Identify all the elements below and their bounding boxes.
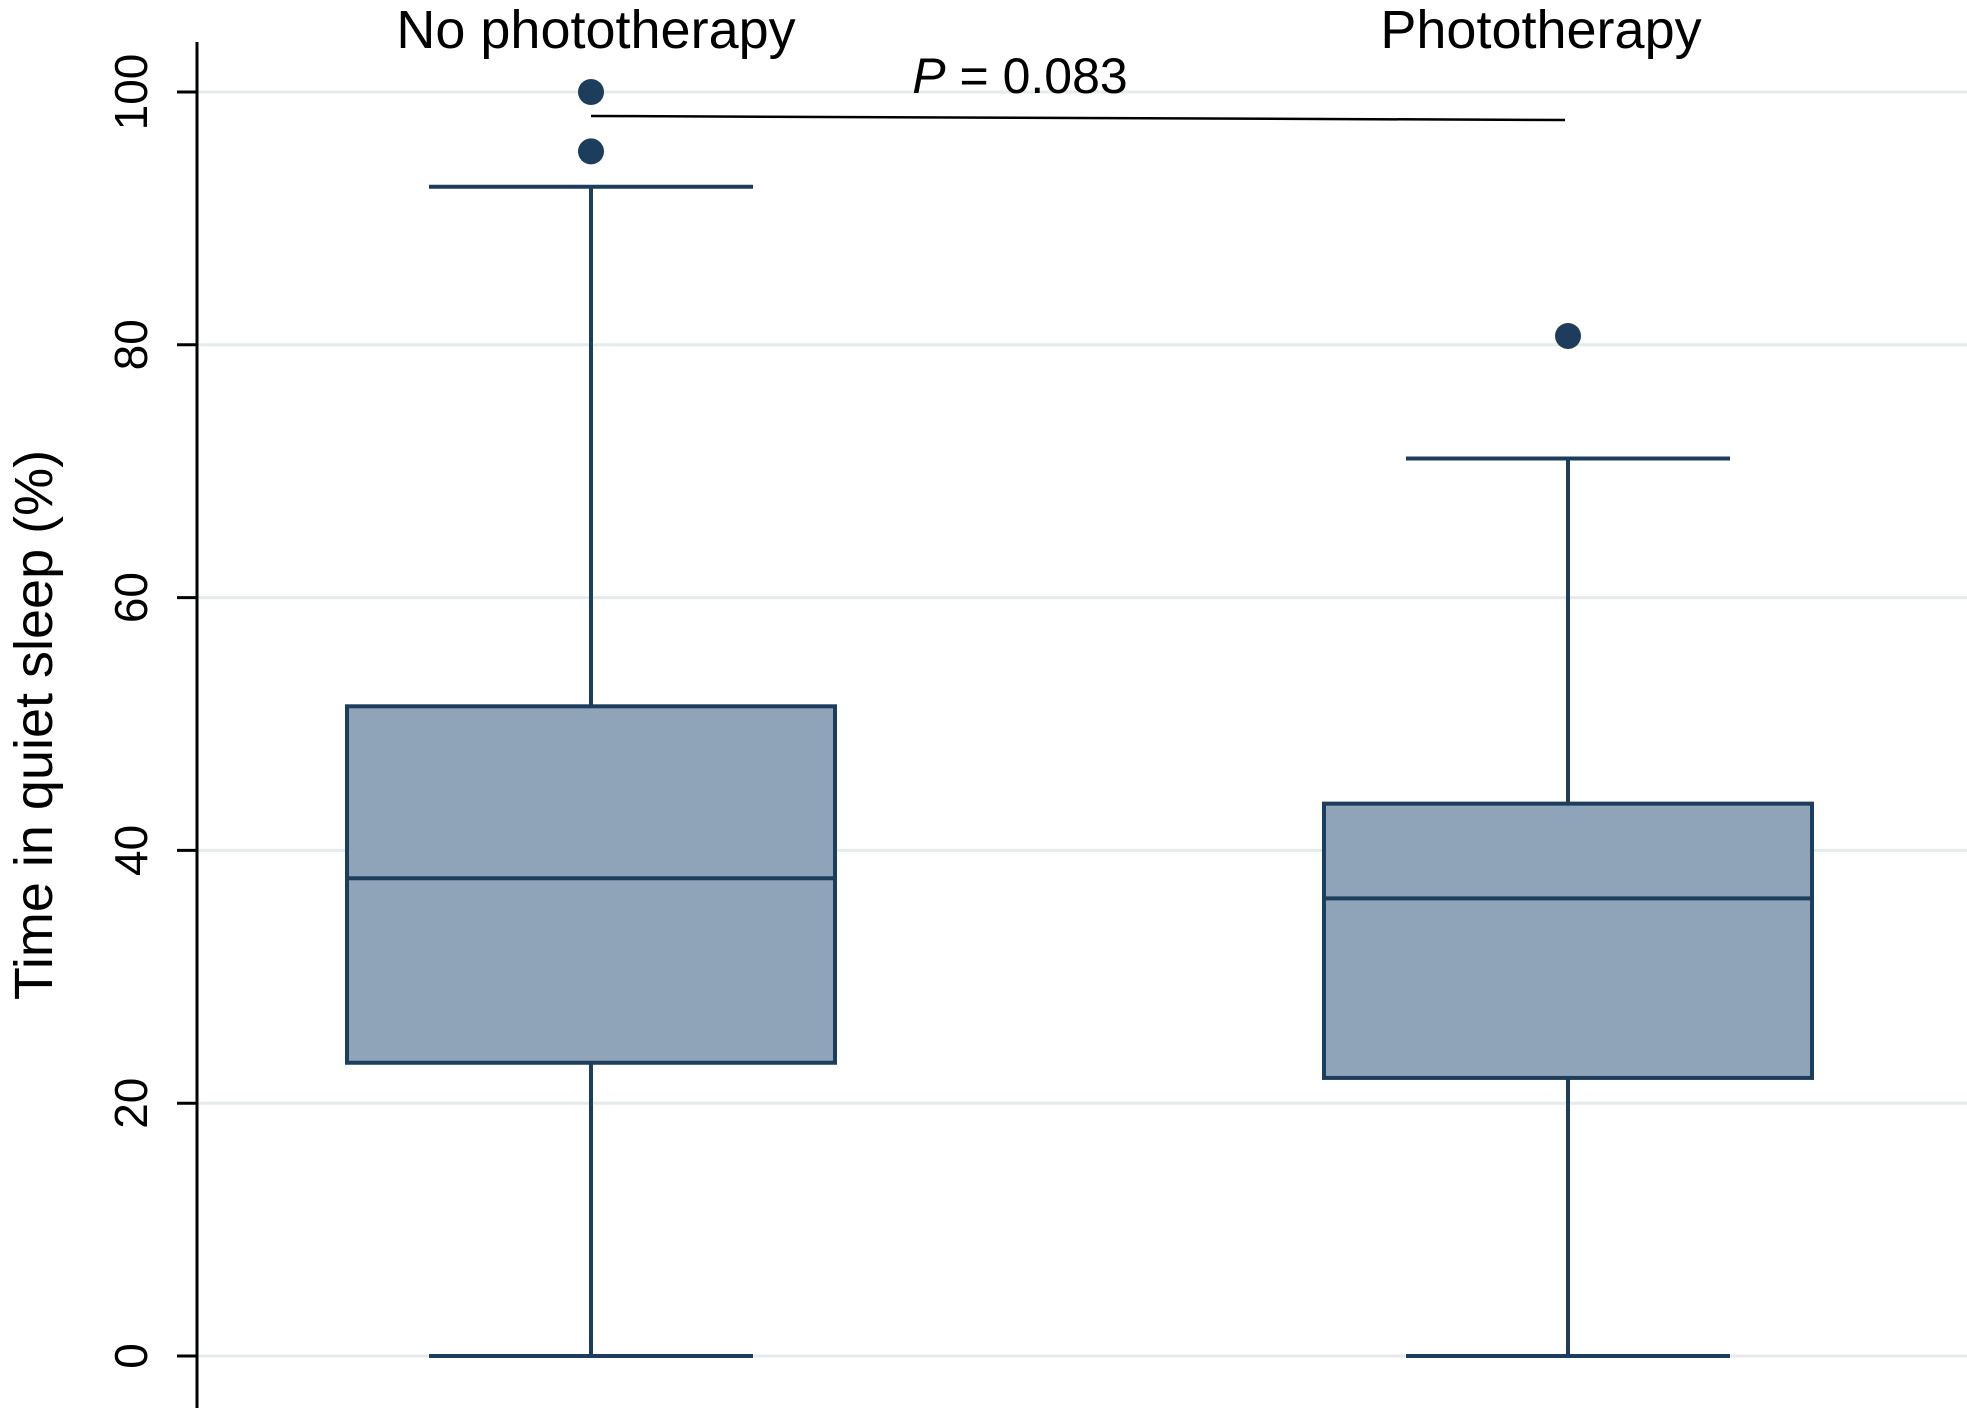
outlier-point-2 [578, 79, 604, 105]
box-group-1 [345, 79, 837, 1358]
boxes [345, 79, 1814, 1358]
y-tick-label-40: 40 [105, 825, 157, 876]
y-tick-label-80: 80 [105, 319, 157, 370]
y-tick-label-0: 0 [105, 1343, 157, 1369]
group-label-1: No phototherapy [396, 0, 795, 60]
outlier-point-1 [578, 138, 604, 165]
iqr-box [1322, 801, 1814, 1080]
y-axis-label: Time in quiet sleep (%) [4, 450, 64, 1000]
p-value-annotation: P = 0.083 [912, 48, 1127, 104]
p-value-bracket-line [590, 114, 1566, 122]
y-tick-label-60: 60 [105, 572, 157, 623]
y-axis-ticks: 0 20 40 60 80 100 [105, 54, 197, 1369]
outlier-point-1 [1555, 322, 1581, 349]
box-group-2 [1322, 322, 1814, 1358]
p-value-symbol: P [912, 48, 946, 104]
p-value-number: = 0.083 [946, 48, 1128, 104]
group-label-2: Phototherapy [1380, 0, 1701, 60]
group-labels: No phototherapy Phototherapy [396, 0, 1701, 60]
y-tick-label-20: 20 [105, 1078, 157, 1129]
iqr-box [345, 704, 837, 1065]
y-tick-label-100: 100 [105, 54, 157, 131]
